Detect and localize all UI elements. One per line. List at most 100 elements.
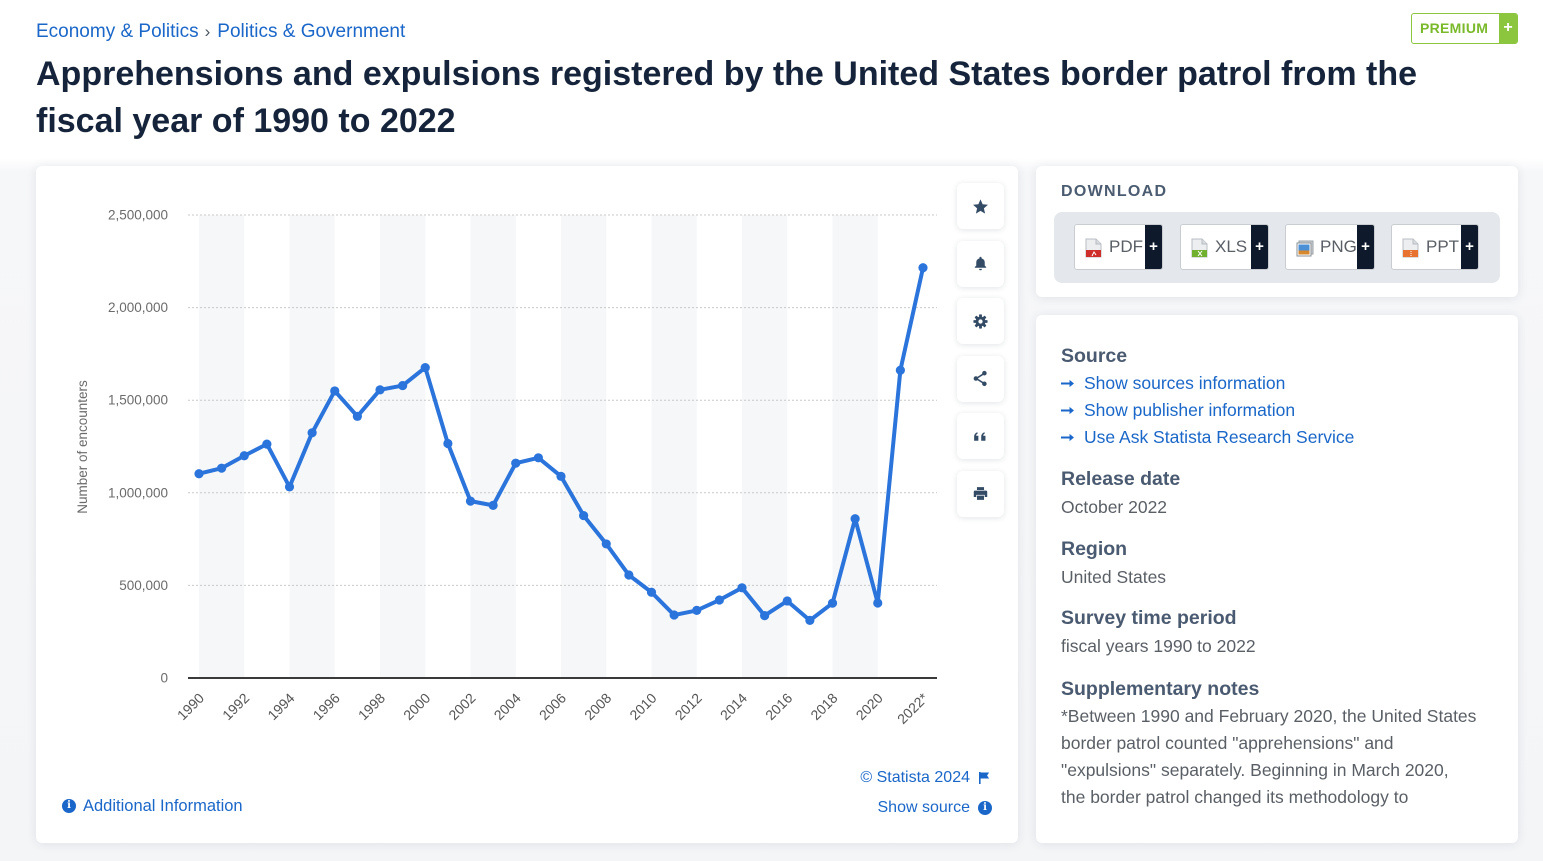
- data-point[interactable]: [556, 471, 566, 481]
- data-point[interactable]: [873, 598, 883, 608]
- breadcrumb-separator: ›: [204, 22, 211, 41]
- data-point[interactable]: [398, 380, 408, 391]
- x-tick-label: 2014: [717, 690, 750, 723]
- source-section: Source Show sources information Show pub…: [1061, 343, 1501, 451]
- data-point[interactable]: [737, 583, 747, 593]
- gear-icon: [973, 313, 988, 329]
- info-icon: i: [978, 801, 992, 815]
- download-pdf-label: PDF: [1109, 237, 1143, 256]
- x-tick-label: 1994: [264, 690, 297, 723]
- premium-button[interactable]: PREMIUM +: [1411, 13, 1518, 44]
- data-point[interactable]: [330, 386, 340, 396]
- arrow-right-icon: [1061, 406, 1074, 415]
- copyright-link[interactable]: © Statista 2024: [860, 768, 990, 788]
- breadcrumb-politics-government[interactable]: Politics & Government: [217, 21, 406, 42]
- y-tick-label: 1,500,000: [108, 393, 168, 408]
- data-point[interactable]: [533, 453, 543, 463]
- xls-file-icon: [1191, 238, 1208, 258]
- data-point[interactable]: [601, 539, 611, 549]
- download-xls-button[interactable]: XLS +: [1180, 224, 1269, 270]
- chart-toolbar: [957, 183, 1004, 517]
- background-band: [742, 215, 788, 678]
- download-png-button[interactable]: PNG +: [1285, 224, 1375, 270]
- show-publisher-link[interactable]: Show publisher information: [1061, 397, 1501, 424]
- show-source-label: Show source: [877, 799, 971, 816]
- data-point[interactable]: [511, 458, 521, 468]
- print-button[interactable]: [957, 470, 1004, 517]
- data-point[interactable]: [352, 411, 362, 421]
- data-point[interactable]: [782, 596, 792, 606]
- x-tick-label: 2000: [400, 690, 433, 723]
- download-card: DOWNLOAD PDF + XLS + PNG + PPT +: [1036, 166, 1518, 297]
- data-point[interactable]: [850, 514, 860, 524]
- show-sources-label: Show sources information: [1084, 373, 1286, 393]
- background-band: [561, 215, 607, 678]
- data-point[interactable]: [760, 610, 770, 621]
- data-point[interactable]: [624, 570, 634, 580]
- show-sources-link[interactable]: Show sources information: [1061, 370, 1501, 397]
- x-tick-label: 1996: [310, 690, 343, 723]
- plus-icon: +: [1251, 225, 1268, 269]
- share-button[interactable]: [957, 355, 1004, 402]
- release-date-section: Release date October 2022: [1061, 466, 1501, 521]
- breadcrumb: Economy & Politics › Politics & Government: [36, 20, 405, 44]
- data-point[interactable]: [714, 595, 724, 605]
- data-point[interactable]: [375, 385, 385, 395]
- download-ppt-button[interactable]: PPT +: [1391, 224, 1479, 270]
- data-point[interactable]: [488, 500, 498, 510]
- x-tick-label: 2012: [672, 690, 705, 723]
- ask-statista-label: Use Ask Statista Research Service: [1084, 427, 1355, 447]
- download-pdf-button[interactable]: PDF +: [1074, 224, 1163, 270]
- notification-button[interactable]: [957, 240, 1004, 287]
- data-point[interactable]: [262, 439, 272, 449]
- favorite-button[interactable]: [957, 183, 1004, 229]
- background-band: [470, 215, 516, 678]
- data-point[interactable]: [217, 463, 227, 473]
- x-tick-label: 2008: [581, 690, 614, 723]
- star-icon: [973, 198, 988, 214]
- data-point[interactable]: [443, 438, 453, 449]
- data-point[interactable]: [646, 587, 657, 597]
- y-tick-label: 2,000,000: [108, 300, 168, 315]
- data-point[interactable]: [307, 428, 317, 438]
- pdf-file-icon: [1085, 238, 1102, 258]
- data-point[interactable]: [284, 482, 295, 492]
- x-tick-label: 2010: [626, 690, 659, 723]
- plus-icon: +: [1357, 225, 1374, 269]
- background-band: [651, 215, 697, 678]
- data-point[interactable]: [895, 365, 905, 375]
- x-tick-label: 2016: [762, 690, 795, 723]
- show-source-link[interactable]: Show source i: [877, 798, 992, 818]
- data-point[interactable]: [579, 510, 589, 521]
- data-point[interactable]: [692, 605, 702, 616]
- download-heading: DOWNLOAD: [1061, 183, 1168, 200]
- data-point[interactable]: [827, 598, 838, 608]
- ask-statista-link[interactable]: Use Ask Statista Research Service: [1061, 424, 1501, 451]
- background-band: [832, 215, 878, 678]
- background-band: [380, 215, 426, 678]
- x-tick-label: 1992: [219, 690, 252, 723]
- y-axis-title: Number of encounters: [75, 380, 90, 514]
- data-point[interactable]: [420, 363, 430, 373]
- survey-period-heading: Survey time period: [1061, 606, 1237, 629]
- data-point[interactable]: [918, 263, 928, 273]
- y-tick-label: 2,500,000: [108, 208, 168, 223]
- supplementary-notes-text: *Between 1990 and February 2020, the Uni…: [1061, 705, 1477, 807]
- cite-button[interactable]: [957, 413, 1004, 459]
- download-options: PDF + XLS + PNG + PPT +: [1054, 212, 1500, 283]
- data-point[interactable]: [669, 610, 679, 620]
- breadcrumb-economy-politics[interactable]: Economy & Politics: [36, 21, 199, 42]
- data-point[interactable]: [239, 451, 249, 461]
- survey-period-section: Survey time period fiscal years 1990 to …: [1061, 605, 1501, 660]
- additional-information-link[interactable]: i Additional Information: [62, 796, 243, 816]
- data-point[interactable]: [465, 496, 476, 506]
- settings-button[interactable]: [957, 298, 1004, 344]
- data-point[interactable]: [194, 469, 204, 479]
- data-point[interactable]: [805, 615, 815, 626]
- y-tick-label: 0: [160, 671, 168, 686]
- plus-icon: +: [1499, 14, 1517, 43]
- x-tick-label: 2002: [445, 690, 478, 723]
- chart-card: 0 500,000 1,000,000 1,500,000 2,000,000 2,500…: [36, 166, 1018, 843]
- x-tick-label: 1998: [355, 690, 388, 723]
- region-heading: Region: [1061, 537, 1128, 560]
